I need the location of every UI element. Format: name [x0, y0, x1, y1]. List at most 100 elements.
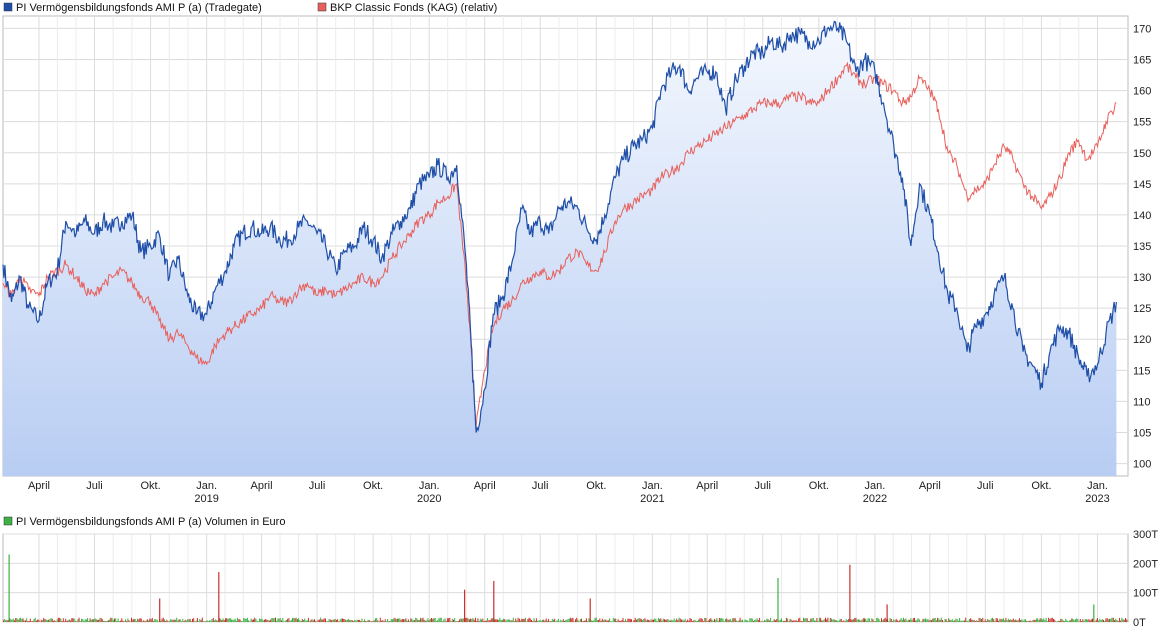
price-y-axis: 100 105 110 115 120 125 130 135 140 145 150 155 160 1…: [1133, 23, 1151, 470]
volume-bar: [781, 618, 782, 622]
volume-bar: [25, 620, 26, 622]
volume-bar: [149, 618, 151, 622]
volume-bar-notable: [159, 598, 161, 622]
volume-bar: [987, 619, 989, 622]
volume-bar: [955, 618, 957, 622]
volume-bar: [106, 620, 108, 622]
volume-bar: [237, 617, 239, 622]
volume-bar: [1077, 619, 1079, 622]
volume-bar: [579, 619, 581, 622]
price-x-tick-label: Jan.: [1087, 480, 1108, 492]
volume-bar: [1055, 621, 1057, 622]
volume-bar: [179, 619, 181, 622]
volume-bar: [168, 620, 170, 622]
volume-bar: [603, 620, 604, 622]
volume-bar: [600, 620, 602, 622]
volume-bar: [484, 620, 486, 622]
volume-bar: [461, 618, 463, 622]
price-y-tick-label: 115: [1133, 365, 1151, 377]
volume-bar: [381, 620, 382, 622]
volume-bar: [1064, 621, 1065, 622]
volume-bar: [1060, 618, 1062, 622]
volume-bar: [467, 618, 469, 622]
volume-bar: [1037, 618, 1039, 622]
volume-bar: [948, 618, 950, 622]
volume-bar: [640, 618, 642, 622]
volume-bar: [56, 619, 58, 622]
volume-bar: [757, 620, 759, 622]
volume-bar: [488, 620, 490, 622]
volume-bar: [131, 617, 132, 622]
volume-bar: [400, 619, 402, 622]
volume-bar: [845, 619, 847, 622]
volume-bar: [666, 619, 668, 622]
volume-bar: [568, 618, 570, 622]
volume-bar: [132, 619, 134, 622]
volume-bar: [40, 619, 42, 622]
volume-bar: [339, 619, 341, 622]
volume-bar: [23, 620, 25, 622]
volume-bar: [425, 620, 426, 622]
volume-bar: [1053, 618, 1054, 622]
volume-bar: [857, 619, 859, 622]
volume-bar: [918, 619, 920, 622]
volume-bar: [979, 618, 981, 622]
volume-bar: [303, 620, 304, 622]
volume-bar: [1075, 619, 1076, 622]
volume-bar: [564, 621, 565, 622]
price-x-tick-label: April: [696, 480, 718, 492]
volume-bar: [83, 620, 85, 622]
volume-bar: [253, 619, 254, 622]
volume-bar: [420, 617, 422, 622]
volume-bar: [1098, 620, 1100, 622]
volume-bar: [631, 619, 632, 622]
volume-bar: [951, 619, 953, 622]
volume-bar: [423, 619, 425, 622]
volume-bar: [212, 617, 214, 622]
volume-bar: [457, 621, 459, 622]
main-series-line: [2, 20, 1117, 433]
price-y-tick-label: 130: [1133, 272, 1151, 284]
volume-bar: [788, 621, 790, 622]
volume-bar: [495, 619, 497, 622]
volume-bar: [471, 619, 473, 622]
volume-bar: [90, 619, 92, 622]
volume-bar: [906, 620, 908, 622]
volume-bar: [422, 617, 424, 622]
legend-main-swatch: [3, 2, 13, 12]
volume-bar: [89, 618, 91, 622]
volume-bar: [684, 618, 686, 622]
volume-bar: [490, 618, 492, 622]
volume-bar: [492, 618, 493, 622]
volume-bar: [814, 620, 815, 622]
volume-bar: [440, 617, 442, 622]
volume-panel: 0T 100T 200T 300T: [2, 529, 1158, 629]
volume-bar: [838, 620, 840, 622]
price-x-tick-label: April: [251, 480, 273, 492]
volume-bar: [390, 619, 392, 622]
volume-bar: [207, 621, 209, 622]
volume-bar: [171, 619, 173, 622]
volume-bar: [45, 619, 47, 622]
volume-bar: [278, 618, 280, 622]
volume-bar: [975, 621, 976, 622]
volume-bar: [707, 620, 709, 622]
volume-bar: [810, 618, 812, 622]
volume-bar: [773, 619, 775, 622]
volume-bar: [803, 617, 804, 622]
volume-bar: [556, 620, 558, 622]
volume-bar: [727, 619, 729, 622]
volume-bar: [260, 619, 262, 622]
volume-bar: [1078, 621, 1080, 622]
volume-bar: [820, 617, 822, 622]
volume-bar: [321, 619, 323, 622]
volume-bar: [1087, 619, 1089, 622]
volume-bar: [699, 618, 701, 622]
volume-bar: [505, 620, 507, 622]
volume-bar: [929, 619, 931, 622]
volume-bar: [1016, 620, 1018, 622]
volume-bar: [55, 621, 57, 622]
volume-bar: [907, 619, 909, 622]
volume-bar: [596, 620, 598, 622]
volume-bar: [783, 620, 785, 622]
